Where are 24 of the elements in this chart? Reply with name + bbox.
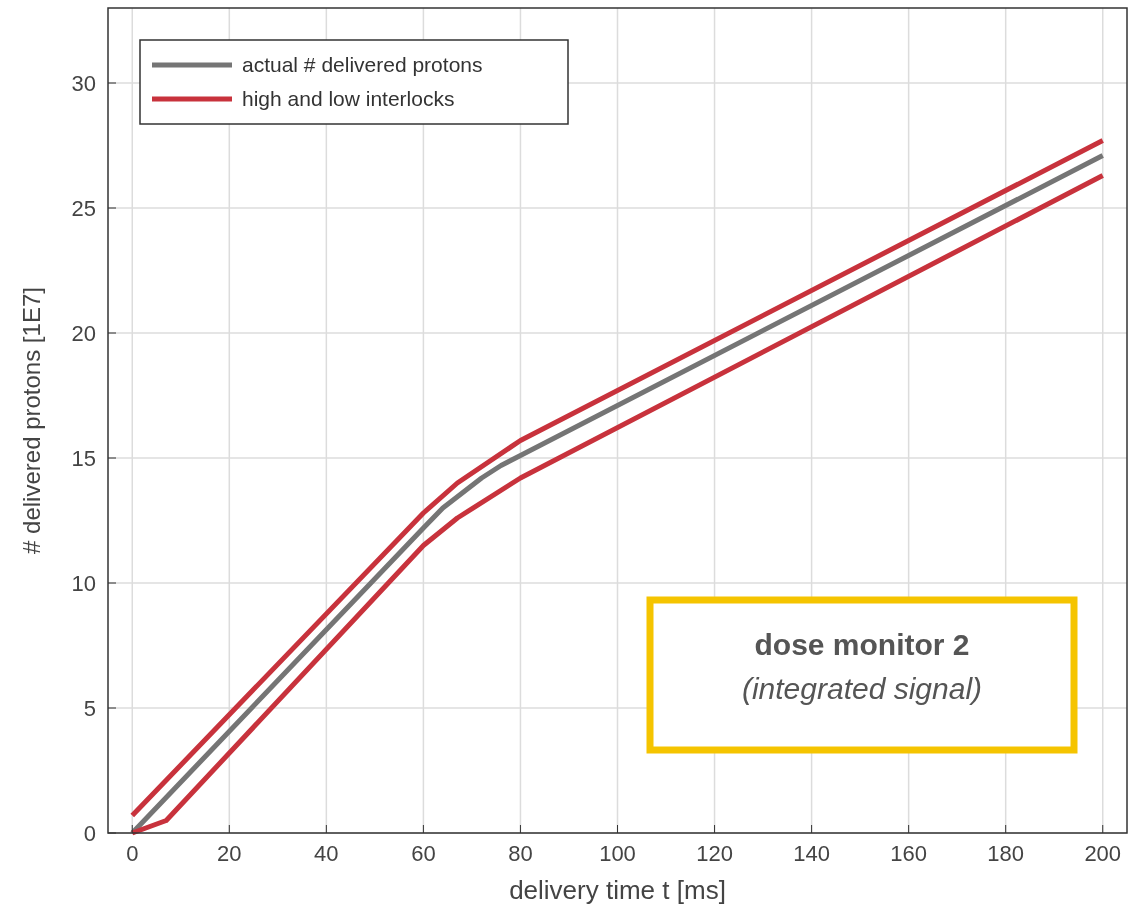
- x-tick-label: 20: [217, 841, 242, 866]
- y-tick-label: 30: [71, 71, 96, 96]
- annotation: dose monitor 2: [754, 628, 970, 661]
- y-tick-label: 10: [71, 571, 96, 596]
- x-tick-label: 60: [411, 841, 436, 866]
- x-tick-label: 200: [1084, 841, 1122, 866]
- y-tick-label: 25: [71, 196, 96, 221]
- x-tick-label: 120: [696, 841, 733, 866]
- y-tick-label: 20: [71, 321, 96, 346]
- legend-label: actual # delivered protons: [242, 53, 483, 76]
- x-tick-label: 180: [987, 841, 1025, 866]
- x-tick-label: 40: [314, 841, 339, 866]
- y-tick-label: 5: [83, 696, 96, 721]
- y-tick-label: 0: [83, 821, 96, 846]
- y-tick-label: 15: [71, 446, 96, 471]
- legend-label: high and low interlocks: [242, 87, 455, 110]
- x-tick-label: 140: [793, 841, 830, 866]
- x-tick-label: 0: [126, 841, 139, 866]
- x-axis-title: delivery time t [ms]: [509, 875, 726, 905]
- annotation: (integrated signal): [741, 672, 983, 705]
- x-tick-label: 100: [599, 841, 636, 866]
- x-tick-label: 160: [890, 841, 927, 866]
- y-axis-title: # delivered protons [1E7]: [18, 287, 45, 554]
- x-tick-label: 80: [508, 841, 533, 866]
